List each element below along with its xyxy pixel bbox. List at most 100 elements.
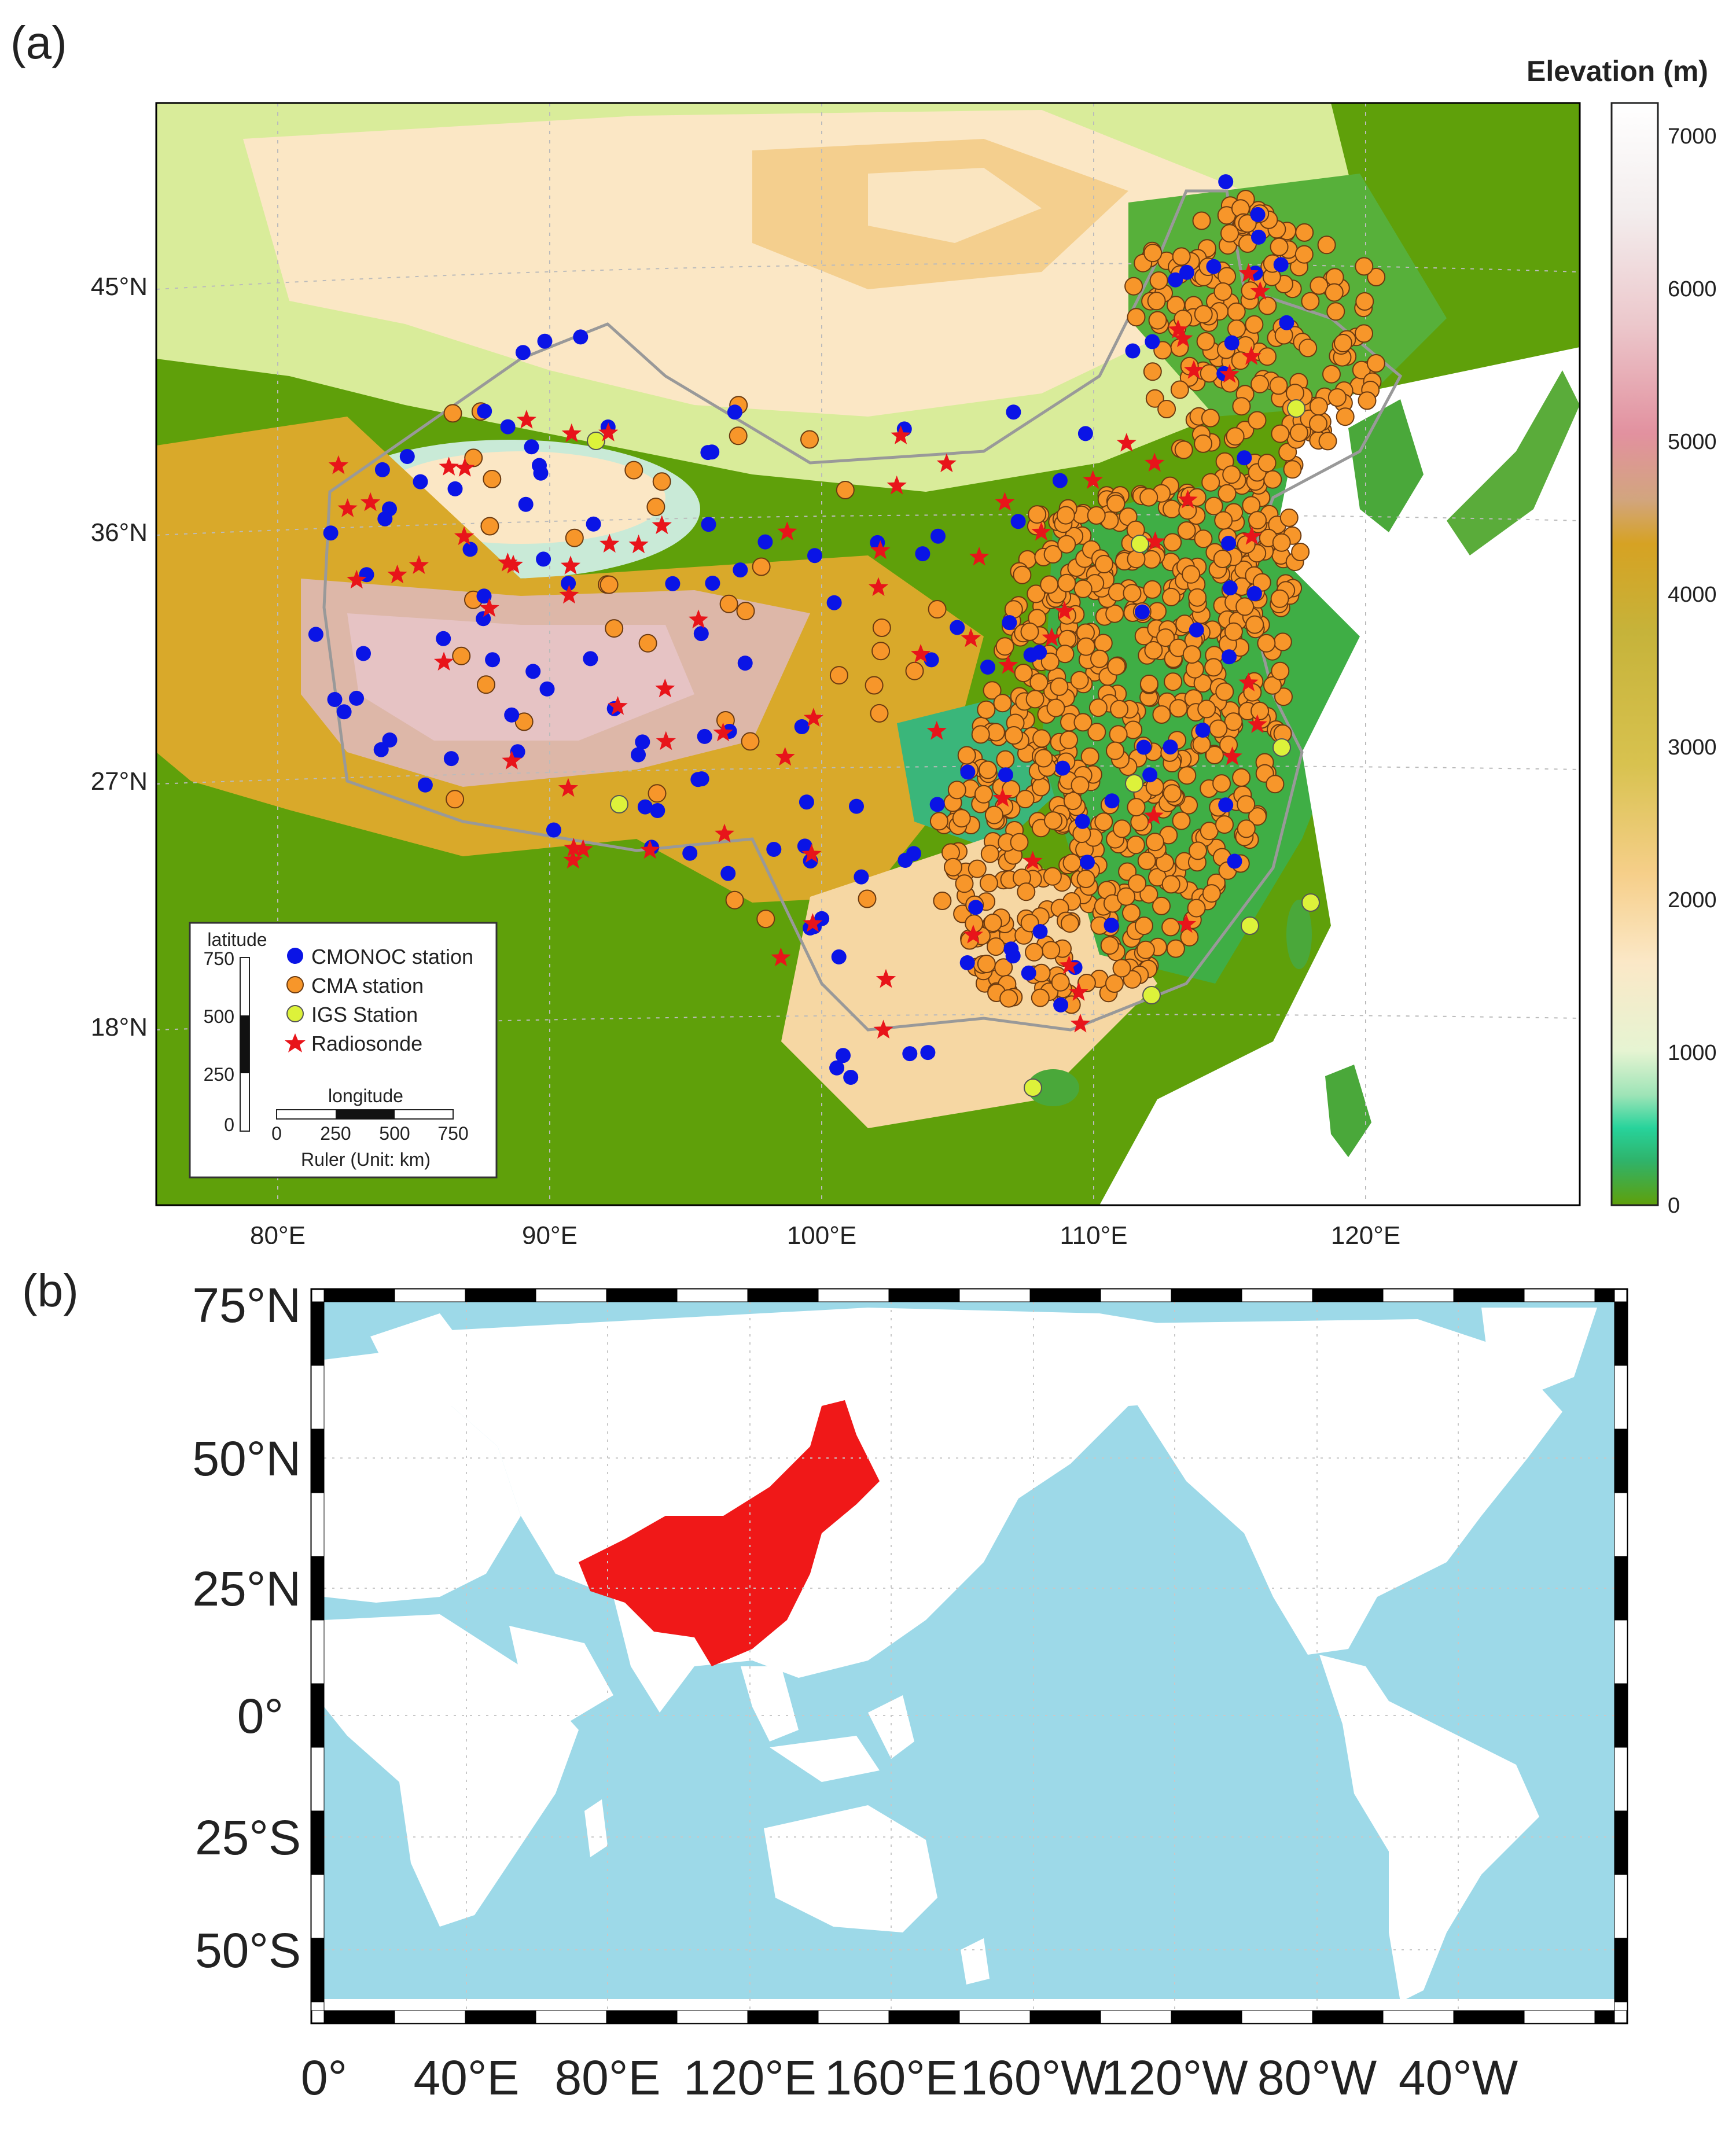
cmonoc-station-marker	[929, 797, 945, 812]
cma-station-marker	[1090, 649, 1109, 668]
frame-segment	[676, 1288, 748, 1302]
cmonoc-station-marker	[1077, 426, 1093, 441]
cma-station-marker	[1291, 543, 1310, 561]
longitude-ruler: longitude 0 250 500 750 Ruler (Unit: km)	[271, 1085, 469, 1170]
igs-station-marker	[587, 432, 605, 450]
frame-segment	[1614, 1938, 1628, 2002]
b-lon-0: 0°	[301, 2050, 347, 2105]
cma-station-marker	[1143, 244, 1163, 263]
radiosonde-marker	[361, 492, 381, 511]
cmonoc-station-marker	[980, 660, 995, 675]
cmonoc-station-marker	[631, 747, 646, 763]
cma-station-marker	[1010, 833, 1029, 852]
radiosonde-marker	[998, 654, 1018, 674]
cma-station-marker	[1205, 746, 1224, 764]
frame-segment	[535, 1288, 607, 1302]
cma-station-marker	[736, 602, 755, 621]
radiosonde-marker	[628, 534, 649, 554]
b-lat-50n: 50°N	[192, 1431, 301, 1486]
cmonoc-station-marker	[968, 900, 984, 915]
china-highlight	[579, 1400, 880, 1666]
radiosonde-marker	[1176, 914, 1197, 933]
radiosonde-marker	[1219, 364, 1240, 383]
radiosonde-marker	[803, 913, 823, 932]
radiosonde-marker	[1183, 360, 1204, 379]
frame-segment	[1614, 1492, 1628, 1557]
radiosonde-marker	[870, 540, 891, 559]
cma-station-marker	[1147, 292, 1166, 311]
frame-segment	[311, 1492, 325, 1557]
cma-station-marker	[979, 760, 997, 779]
cma-station-marker	[1073, 713, 1093, 732]
frame-segment	[818, 2010, 889, 2024]
cmonoc-station-marker	[1002, 615, 1017, 631]
cmonoc-station-marker	[1246, 586, 1262, 601]
cma-station-marker	[1112, 959, 1131, 978]
cmonoc-station-marker	[327, 692, 343, 707]
panel-b-lon-ticks: 0° 40°E 80°E 120°E 160°E 160°W 120°W 80°…	[301, 2050, 1518, 2105]
radiosonde-marker	[1116, 433, 1137, 452]
cmonoc-station-marker	[705, 576, 720, 591]
radiosonde-marker	[655, 678, 675, 698]
cmonoc-station-marker	[799, 794, 814, 810]
radiosonde-marker	[347, 569, 367, 589]
radiosonde-marker	[573, 839, 593, 858]
panel-b-world-map: 75°N 50°N 25°N 0° 25°S 50°S 0° 40°E 80°E…	[192, 1278, 1628, 2105]
cmonoc-station-marker	[561, 576, 576, 591]
radiosonde-marker	[1069, 982, 1089, 1001]
cmonoc-station-marker	[930, 528, 946, 544]
frame-segment	[465, 1288, 536, 1302]
cma-station-marker	[1070, 671, 1089, 690]
cmonoc-station-marker	[836, 1048, 851, 1063]
cma-station-marker	[1029, 673, 1049, 692]
cma-station-marker	[1166, 939, 1185, 958]
cma-station-marker	[1194, 305, 1213, 324]
cma-station-marker	[1073, 579, 1093, 598]
frame-segment	[311, 1938, 325, 2002]
cmonoc-station-marker	[518, 496, 534, 512]
radiosonde-marker	[479, 598, 499, 617]
cma-station-marker	[1142, 550, 1161, 569]
igs-station-marker	[1024, 1078, 1042, 1097]
cma-station-marker	[871, 642, 891, 661]
radiosonde-marker	[936, 453, 957, 473]
cmonoc-station-marker	[536, 551, 551, 567]
radiosonde-marker	[598, 422, 619, 441]
stations-layer	[308, 174, 1386, 1097]
cma-station-marker	[1152, 705, 1171, 724]
cmonoc-station-marker	[849, 798, 864, 814]
radiosonde-marker	[561, 423, 582, 443]
cma-station-marker	[1123, 584, 1142, 603]
radiosonde-marker	[1250, 281, 1270, 300]
cma-station-marker	[1051, 973, 1070, 992]
radiosonde-marker	[1178, 489, 1198, 509]
cmonoc-station-marker	[323, 525, 339, 541]
cmonoc-station-marker	[1010, 514, 1026, 529]
cma-station-marker	[599, 575, 619, 594]
cmonoc-station-marker	[443, 751, 459, 767]
cmonoc-station-marker	[1104, 918, 1119, 933]
cma-station-marker	[1149, 271, 1168, 290]
cmonoc-station-marker	[1279, 315, 1294, 330]
cma-station-marker	[829, 666, 848, 685]
cma-station-marker	[1204, 496, 1223, 516]
radiosonde-marker	[714, 823, 735, 843]
legend-cma-label: CMA station	[311, 974, 424, 997]
cmonoc-station-marker	[998, 767, 1013, 783]
cmonoc-station-marker	[1080, 855, 1095, 870]
lat-ruler-750: 750	[204, 948, 234, 969]
cma-station-marker	[605, 619, 624, 638]
cma-station-marker	[977, 700, 996, 719]
cma-station-marker	[1162, 587, 1180, 606]
radiosonde-marker	[1143, 805, 1164, 824]
cma-station-marker	[1034, 749, 1053, 768]
radiosonde-marker	[563, 849, 583, 869]
cmonoc-station-marker	[807, 548, 822, 564]
cma-station-marker	[1224, 622, 1243, 641]
cma-station-marker	[1212, 774, 1231, 793]
cmonoc-station-marker	[1221, 536, 1237, 551]
cma-station-marker	[1157, 400, 1176, 418]
lat-ruler-0: 0	[224, 1114, 234, 1135]
cma-station-marker	[1213, 282, 1233, 301]
cma-station-marker	[1017, 882, 1036, 901]
